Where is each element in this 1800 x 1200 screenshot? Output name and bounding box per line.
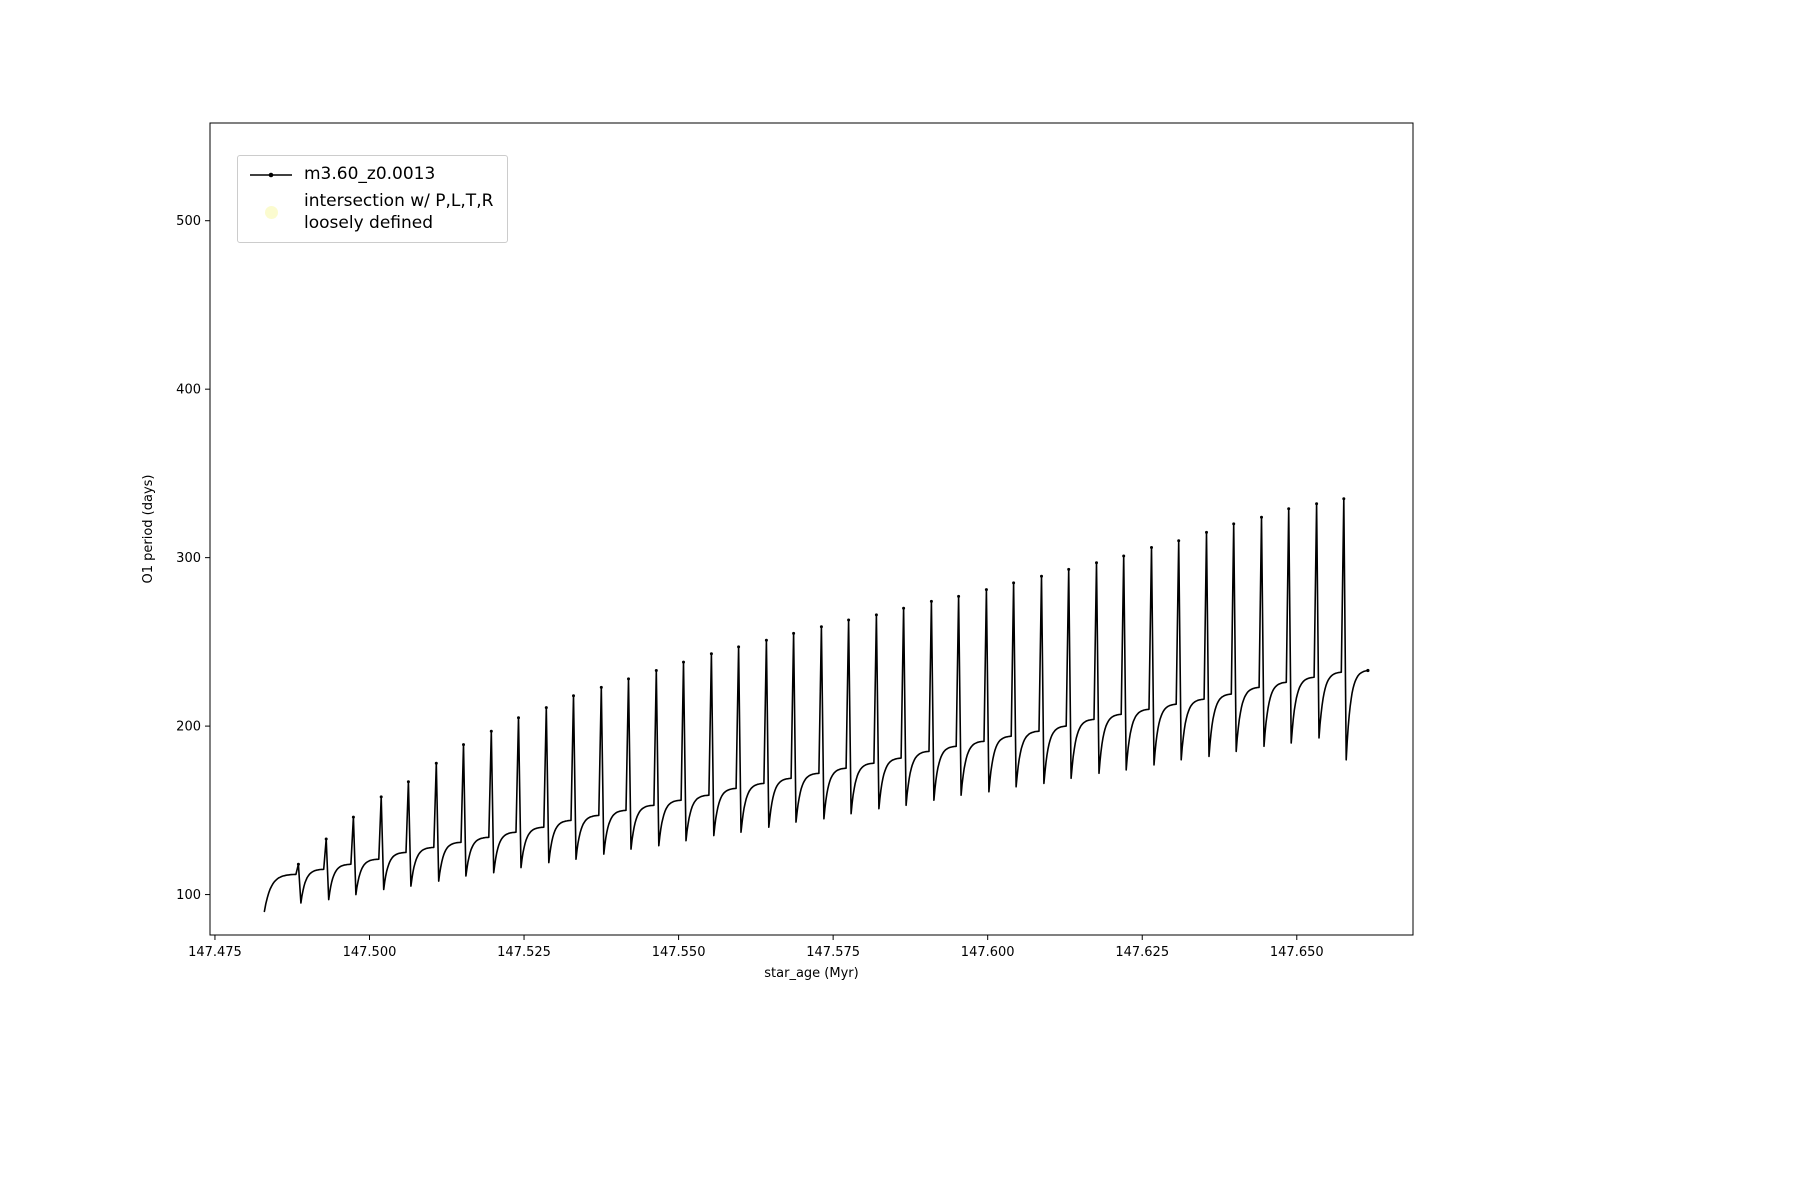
x-tick-label: 147.650 xyxy=(1270,945,1324,960)
series-line xyxy=(263,497,1369,913)
y-tick-label: 200 xyxy=(176,720,201,735)
x-tick-label: 147.575 xyxy=(806,945,860,960)
x-tick-label: 147.500 xyxy=(343,945,397,960)
series-marker xyxy=(1067,567,1071,571)
series-marker xyxy=(489,729,493,733)
legend-entry-series: m3.60_z0.0013 xyxy=(248,164,493,185)
series-marker xyxy=(819,625,823,629)
x-tick-label: 147.600 xyxy=(961,945,1015,960)
series-marker xyxy=(1315,502,1319,506)
series-marker xyxy=(1150,546,1153,549)
series-marker xyxy=(709,652,713,656)
series-marker xyxy=(902,606,906,610)
series-marker xyxy=(572,694,575,698)
series-marker xyxy=(1122,554,1126,558)
series-marker xyxy=(351,815,355,819)
series-marker xyxy=(599,685,603,689)
series-marker xyxy=(1342,497,1346,501)
series-marker xyxy=(324,837,328,841)
y-tick-label: 100 xyxy=(176,888,201,903)
series-marker xyxy=(1287,507,1291,511)
legend-label-intersection: intersection w/ P,L,T,R loosely defined xyxy=(304,191,494,233)
series-marker xyxy=(792,631,796,635)
series-marker xyxy=(764,638,768,642)
series-marker xyxy=(434,761,438,765)
series-marker xyxy=(379,795,383,799)
y-tick-label: 500 xyxy=(176,214,201,229)
legend: m3.60_z0.0013 intersection w/ P,L,T,R lo… xyxy=(237,155,509,243)
x-tick-label: 147.475 xyxy=(188,945,242,960)
series-marker xyxy=(296,862,300,866)
y-tick-label: 300 xyxy=(176,551,201,566)
x-tick-label: 147.525 xyxy=(497,945,551,960)
x-tick-label: 147.550 xyxy=(652,945,706,960)
series-marker xyxy=(406,780,410,784)
x-tick-label: 147.625 xyxy=(1115,945,1169,960)
series-marker xyxy=(627,677,630,681)
series-marker xyxy=(957,594,961,598)
series-marker xyxy=(462,743,465,747)
series-marker xyxy=(1012,581,1016,585)
legend-entry-intersection: intersection w/ P,L,T,R loosely defined xyxy=(248,191,493,234)
series-marker xyxy=(1232,522,1236,526)
series-marker xyxy=(1260,515,1263,519)
series-marker xyxy=(682,660,685,664)
series-marker xyxy=(929,599,933,603)
series-marker xyxy=(517,716,520,720)
series-marker xyxy=(847,618,851,622)
legend-label-series: m3.60_z0.0013 xyxy=(304,164,436,184)
legend-line-dot-marker xyxy=(248,169,294,181)
series-marker xyxy=(1040,574,1043,578)
series-marker xyxy=(1205,530,1208,534)
series-marker xyxy=(737,645,741,649)
legend-dot-marker-wrap xyxy=(248,206,294,219)
plot-spines xyxy=(209,122,1414,936)
y-axis-label: O1 period (days) xyxy=(141,474,156,583)
series-marker xyxy=(544,706,548,710)
y-tick-label: 400 xyxy=(176,383,201,398)
series-marker xyxy=(984,588,988,592)
series-marker xyxy=(1366,668,1370,673)
legend-dot-marker xyxy=(264,206,278,219)
series-marker xyxy=(1177,539,1181,543)
series-marker xyxy=(654,669,658,672)
series-marker xyxy=(874,613,878,617)
series-marker xyxy=(1095,561,1098,565)
x-axis-label: star_age (Myr) xyxy=(764,966,858,981)
